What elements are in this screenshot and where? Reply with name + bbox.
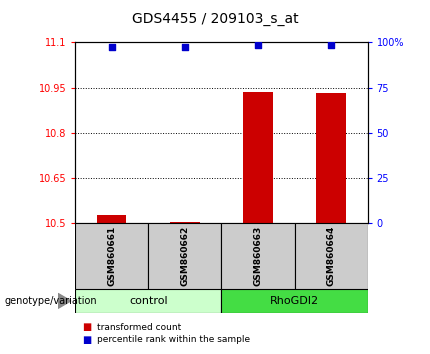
Text: GSM860662: GSM860662 xyxy=(181,225,189,286)
Text: control: control xyxy=(129,296,168,306)
Bar xyxy=(243,92,273,223)
Text: percentile rank within the sample: percentile rank within the sample xyxy=(97,335,250,344)
Bar xyxy=(221,289,368,313)
Text: GDS4455 / 209103_s_at: GDS4455 / 209103_s_at xyxy=(132,12,298,27)
Polygon shape xyxy=(58,293,71,308)
Bar xyxy=(316,93,346,223)
Point xyxy=(255,42,261,48)
Text: RhoGDI2: RhoGDI2 xyxy=(270,296,319,306)
Bar xyxy=(170,222,200,223)
Point xyxy=(181,44,188,50)
Point xyxy=(328,42,335,48)
Bar xyxy=(75,289,221,313)
Bar xyxy=(75,223,148,289)
Bar xyxy=(97,216,126,223)
Point xyxy=(108,44,115,50)
Text: GSM860664: GSM860664 xyxy=(327,225,335,286)
Text: ■: ■ xyxy=(82,322,91,332)
Bar xyxy=(148,223,221,289)
Text: transformed count: transformed count xyxy=(97,323,181,332)
Text: genotype/variation: genotype/variation xyxy=(4,296,97,306)
Text: GSM860661: GSM860661 xyxy=(108,225,116,286)
Text: GSM860663: GSM860663 xyxy=(254,225,262,286)
Bar xyxy=(221,223,295,289)
Text: ■: ■ xyxy=(82,335,91,345)
Bar xyxy=(295,223,368,289)
